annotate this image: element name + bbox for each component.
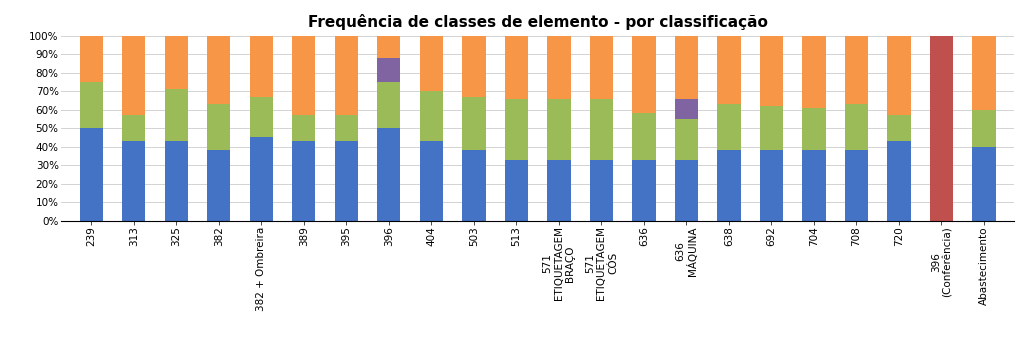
Bar xyxy=(122,115,145,141)
Bar xyxy=(335,115,358,141)
Bar xyxy=(420,141,443,221)
Bar xyxy=(420,91,443,141)
Bar xyxy=(250,137,273,221)
Bar xyxy=(590,99,613,159)
Bar xyxy=(632,159,655,221)
Bar xyxy=(632,113,655,159)
Title: Frequência de classes de elemento - por classificação: Frequência de classes de elemento - por … xyxy=(307,14,768,30)
Bar xyxy=(292,141,315,221)
Bar xyxy=(462,150,485,221)
Bar xyxy=(122,36,145,115)
Bar xyxy=(505,99,528,159)
Bar xyxy=(930,36,953,221)
Bar xyxy=(547,99,570,159)
Bar xyxy=(547,159,570,221)
Bar xyxy=(802,108,825,150)
Bar xyxy=(760,36,783,106)
Bar xyxy=(973,110,995,147)
Bar xyxy=(675,36,698,99)
Bar xyxy=(717,104,740,150)
Bar xyxy=(675,119,698,159)
Bar xyxy=(165,36,188,89)
Bar xyxy=(377,128,400,221)
Bar xyxy=(590,159,613,221)
Bar xyxy=(845,104,868,150)
Bar xyxy=(887,115,910,141)
Bar xyxy=(845,36,868,104)
Bar xyxy=(547,36,570,99)
Bar xyxy=(632,36,655,113)
Bar xyxy=(462,97,485,150)
Bar xyxy=(207,36,230,104)
Bar xyxy=(717,36,740,104)
Bar xyxy=(377,36,400,58)
Bar xyxy=(845,150,868,221)
Bar xyxy=(292,36,315,115)
Bar xyxy=(377,58,400,82)
Bar xyxy=(335,141,358,221)
Bar xyxy=(377,82,400,128)
Bar xyxy=(887,36,910,115)
Bar xyxy=(335,36,358,115)
Bar xyxy=(420,36,443,91)
Bar xyxy=(250,36,273,97)
Bar xyxy=(760,106,783,150)
Bar xyxy=(207,150,230,221)
Bar xyxy=(973,147,995,221)
Bar xyxy=(80,36,102,82)
Bar xyxy=(973,36,995,110)
Bar xyxy=(207,104,230,150)
Bar xyxy=(165,141,188,221)
Bar xyxy=(505,159,528,221)
Bar xyxy=(122,141,145,221)
Bar xyxy=(250,97,273,137)
Bar xyxy=(590,36,613,99)
Bar xyxy=(675,159,698,221)
Bar xyxy=(292,115,315,141)
Bar xyxy=(717,150,740,221)
Bar xyxy=(505,36,528,99)
Bar xyxy=(802,150,825,221)
Bar xyxy=(80,128,102,221)
Bar xyxy=(80,82,102,128)
Bar xyxy=(760,150,783,221)
Bar xyxy=(887,141,910,221)
Bar xyxy=(675,99,698,119)
Bar xyxy=(165,89,188,141)
Bar xyxy=(462,36,485,97)
Bar xyxy=(802,36,825,108)
